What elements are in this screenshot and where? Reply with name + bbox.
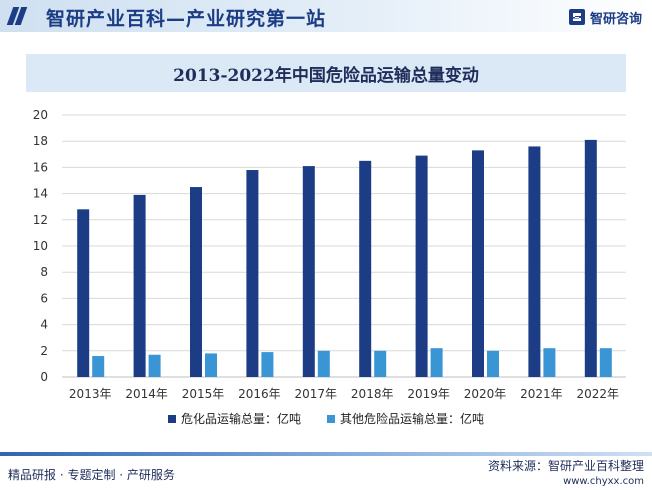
x-tick-label: 2019年: [407, 387, 450, 401]
bar-other: [261, 352, 274, 377]
y-tick-label: 12: [33, 213, 48, 227]
bar-hazchem: [359, 160, 372, 377]
bar-hazchem: [246, 170, 259, 377]
bar-other: [148, 354, 161, 377]
source-note: 资料来源：智研产业百科整理: [487, 459, 644, 473]
y-tick-label: 2: [40, 344, 48, 358]
bar-other: [487, 350, 499, 377]
y-tick-label: 6: [40, 291, 48, 305]
x-tick-label: 2018年: [351, 387, 394, 401]
bar-other: [92, 356, 105, 377]
x-tick-label: 2015年: [182, 387, 225, 401]
y-tick-label: 20: [33, 108, 48, 122]
bar-hazchem: [190, 187, 202, 377]
x-tick-label: 2017年: [295, 387, 338, 401]
y-tick-label: 8: [40, 265, 48, 279]
bar-hazchem: [133, 194, 146, 377]
legend-label-other: 其他危险品运输总量：亿吨: [340, 412, 485, 426]
y-tick-label: 0: [40, 370, 48, 384]
x-tick-label: 2021年: [520, 387, 563, 401]
brand: 智研咨询: [568, 7, 642, 27]
legend-label-hazchem: 危化品运输总量：亿吨: [180, 412, 301, 426]
bar-hazchem: [472, 150, 484, 377]
footer-source-block: 资料来源：智研产业百科整理 www.chyxx.com: [488, 457, 644, 487]
x-tick-label: 2014年: [125, 387, 168, 401]
bar-other: [374, 350, 387, 377]
footer-divider: [0, 452, 652, 456]
y-tick-label: 18: [33, 134, 48, 148]
zhiyan-logo-icon: [568, 9, 585, 25]
bar-other: [430, 348, 443, 377]
bar-hazchem: [302, 166, 315, 377]
header-title: 智研产业百科—产业研究第一站: [46, 8, 327, 30]
bar-other: [205, 353, 217, 377]
bar-other: [599, 348, 612, 377]
chart-title-band: 2013-2022年中国危险品运输总量变动: [26, 54, 626, 92]
y-tick-label: 10: [33, 239, 48, 253]
source-url: www.chyxx.com: [563, 476, 644, 487]
legend: 危化品运输总量：亿吨 其他危险品运输总量：亿吨: [0, 410, 652, 427]
x-tick-label: 2022年: [577, 387, 620, 401]
x-tick-label: 2020年: [464, 387, 507, 401]
y-tick-label: 14: [33, 187, 48, 201]
x-tick-label: 2016年: [238, 387, 281, 401]
footer-services: 精品研报 · 专题定制 · 产研服务: [8, 468, 175, 482]
legend-swatch-hazchem: [167, 414, 176, 423]
legend-item-hazchem: 危化品运输总量：亿吨: [167, 410, 301, 427]
bar-hazchem: [528, 146, 541, 377]
legend-swatch-other: [327, 414, 335, 423]
bar-hazchem: [584, 139, 597, 377]
bar-other: [317, 350, 330, 377]
bar-hazchem: [77, 209, 90, 377]
legend-item-other: 其他危险品运输总量：亿吨: [327, 410, 484, 427]
y-tick-label: 16: [33, 160, 48, 174]
y-tick-label: 4: [40, 318, 48, 332]
bar-other: [543, 348, 556, 377]
header-bar: 智研产业百科—产业研究第一站 智研咨询: [0, 0, 652, 32]
brand-name: 智研咨询: [589, 11, 642, 27]
bar-hazchem: [415, 155, 428, 377]
chart-title: 2013-2022年中国危险品运输总量变动: [173, 65, 479, 86]
x-tick-label: 2013年: [69, 387, 112, 401]
